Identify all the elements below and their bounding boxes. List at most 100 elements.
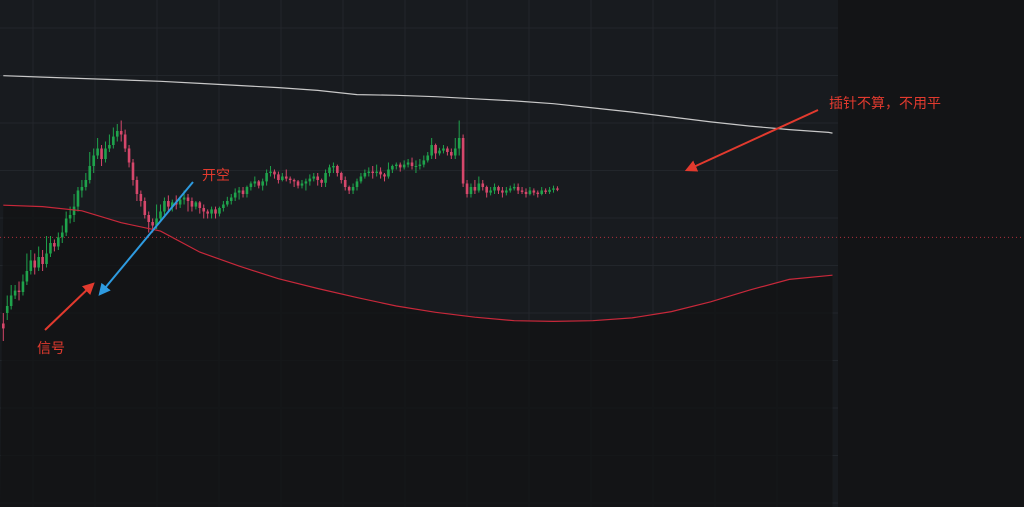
candle-body [253,181,257,184]
candle-body [375,171,378,173]
annotation-signal: 信号 [37,341,65,357]
candle-body [159,211,162,219]
candle-body [450,152,453,156]
candle-body [49,243,52,254]
candle-body [68,215,72,219]
candle-body [485,187,488,193]
candle-body [112,136,115,145]
candle-body [222,204,225,208]
candle-body [446,148,449,152]
candle-body [296,181,300,186]
candle-body [182,197,186,200]
candle-body [76,190,80,207]
candle-body [422,160,426,165]
candle-body [355,181,359,187]
candle-body [226,201,229,205]
candle-body [9,295,13,306]
candle-body [245,187,249,194]
candle-body [477,183,481,191]
candle-body [395,164,398,166]
candle-body [505,190,508,193]
candle-body [92,155,95,166]
candle-body [80,187,84,191]
candle-body [469,187,473,194]
candle-body [312,176,316,179]
candle-body [218,208,221,214]
candle-body [29,260,33,271]
candle-body [214,209,217,214]
candle-body [418,164,422,166]
candle-body [257,181,261,186]
candle-body [64,218,68,233]
candle-body [524,191,528,194]
candle-body [461,138,465,184]
annotation-arrow-spike [684,109,819,172]
candle-body [186,197,190,201]
candle-body [72,206,76,215]
bollinger-bands [3,75,833,323]
candle-body [328,167,331,173]
candle-body [473,187,477,191]
below-lower-band-shade [0,205,833,507]
candle-body [2,323,5,329]
candle-body [556,188,559,190]
candle-body [410,162,414,166]
upper-band-line [3,75,833,134]
candle-body [481,183,485,187]
candle-body [123,134,127,149]
candle-body [100,148,103,159]
annotation-spike-note: 插针不算，不用平 [829,96,941,112]
candle-body [304,181,308,184]
candle-body [501,190,504,193]
candle-body [457,138,461,149]
candle-body [453,148,457,156]
candle-body [108,145,111,149]
candle-body [489,190,492,193]
candle-body [324,173,327,183]
candle-body [210,209,213,214]
candle-body [147,215,151,222]
candle-body [383,174,386,177]
annotation-open-short: 开空 [202,168,230,184]
candle-body [104,148,107,159]
candle-body [442,148,445,151]
annotation-arrow-open-short [98,181,194,296]
candle-body [430,145,433,156]
candle-body [261,181,264,186]
candle-body [241,190,245,194]
candle-body [359,176,363,182]
candle-body [37,257,40,268]
candle-body [13,290,17,296]
candle-body [292,180,296,182]
candle-body [170,202,174,207]
candle-body [320,180,323,183]
candle-body [194,202,198,207]
candle-body [520,190,524,192]
candle-body [414,166,418,167]
candle-body [332,166,335,168]
candle-body [284,176,288,179]
candle-body [528,190,532,194]
candle-body [540,190,544,194]
candle-body [119,131,123,135]
candle-body [163,201,166,212]
candle-body [363,173,367,177]
candle-body [84,180,88,187]
candle-body [465,183,469,194]
candle-body [269,171,272,173]
candle-body [552,188,555,190]
candle-body [347,187,351,191]
candle-body [229,197,233,201]
candle-body [536,192,540,194]
candle-body [300,183,304,186]
candle-body [438,150,441,154]
candle-body [516,187,520,191]
candle-body [351,187,355,191]
annotation-arrow-signal [44,282,95,331]
candle-body [135,180,139,194]
candle-body [367,171,371,173]
candle-body [548,189,551,192]
candle-body [273,171,276,175]
